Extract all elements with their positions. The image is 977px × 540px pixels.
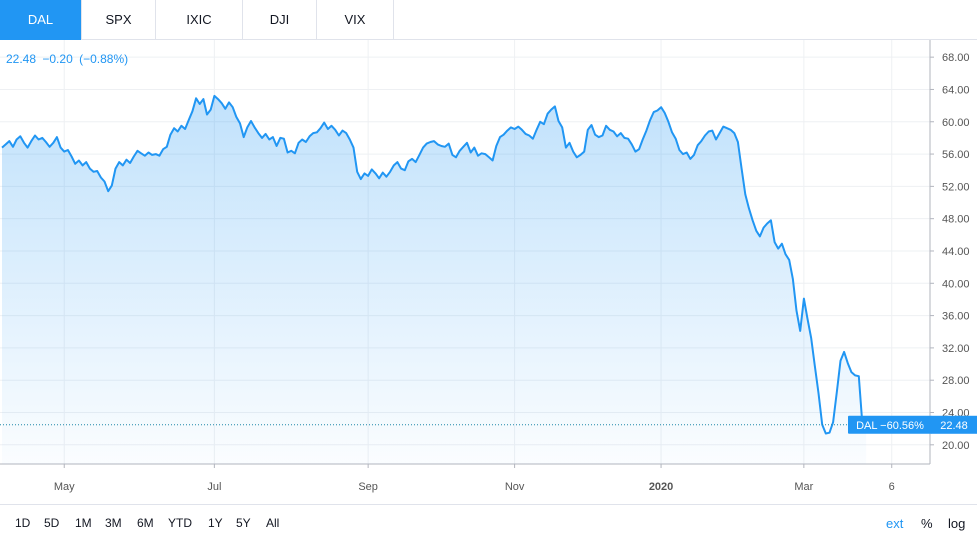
price-area — [2, 95, 867, 465]
range-5d-button[interactable]: 5D — [44, 516, 60, 530]
price-chart[interactable]: 68.00 64.00 60.00 56.00 52.00 48.00 44.00 40.00… — [0, 40, 977, 504]
range-1y-button[interactable]: 1Y — [208, 516, 223, 530]
legend-last-price: 22.48 — [6, 52, 37, 66]
tab-dji[interactable]: DJI — [243, 0, 317, 40]
series-label-tag — [848, 415, 932, 434]
x-tick-label: Mar — [794, 481, 813, 493]
tab-ixic[interactable]: IXIC — [156, 0, 243, 40]
y-tick-label: 32.00 — [942, 343, 970, 355]
ext-toggle[interactable]: ext — [886, 516, 904, 531]
range-all-button[interactable]: All — [266, 516, 280, 530]
range-1m-button[interactable]: 1M — [75, 516, 92, 530]
x-tick-label: 2020 — [649, 481, 673, 493]
y-tick-label: 56.00 — [942, 149, 970, 161]
log-toggle[interactable]: log — [948, 516, 966, 531]
y-tick-label: 44.00 — [942, 246, 970, 258]
series-label-text: DAL −60.56% — [856, 420, 924, 432]
range-6m-button[interactable]: 6M — [137, 516, 154, 530]
y-tick-label: 52.00 — [942, 181, 970, 193]
price-scale-tag-text: 22.48 — [940, 420, 968, 432]
tab-spx[interactable]: SPX — [82, 0, 156, 40]
x-tick-label: Jul — [207, 481, 221, 493]
tab-vix[interactable]: VIX — [317, 0, 394, 40]
percent-toggle[interactable]: % — [921, 516, 933, 531]
y-tick-label: 48.00 — [942, 214, 970, 226]
x-tick-label: Nov — [505, 481, 525, 493]
range-3m-button[interactable]: 3M — [105, 516, 122, 530]
range-1d-button[interactable]: 1D — [15, 516, 31, 530]
x-tick-label: Sep — [358, 481, 378, 493]
legend-change: −0.20 — [42, 52, 73, 66]
y-tick-label: 60.00 — [942, 117, 970, 129]
price-line — [1, 94, 867, 435]
legend-change-pct: (−0.88%) — [79, 52, 129, 66]
y-tick-label: 64.00 — [942, 84, 970, 96]
y-tick-label: 36.00 — [942, 311, 970, 323]
range-ytd-button[interactable]: YTD — [168, 516, 192, 530]
symbol-tabs: DAL SPX IXIC DJI VIX — [0, 0, 977, 40]
tab-dal[interactable]: DAL — [0, 0, 82, 40]
range-5y-button[interactable]: 5Y — [236, 516, 251, 530]
price-scale-tag — [931, 415, 977, 434]
range-toolbar: 1D 5D 1M 3M 6M YTD 1Y 5Y All ext % log — [0, 504, 977, 540]
price-legend: 22.48 −0.20 (−0.88%) — [6, 52, 131, 66]
y-tick-label: 20.00 — [942, 440, 970, 452]
x-tick-label: May — [54, 481, 75, 493]
y-tick-label: 28.00 — [942, 375, 970, 387]
y-tick-label: 68.00 — [942, 52, 970, 64]
y-tick-label: 40.00 — [942, 278, 970, 290]
x-tick-label: 6 — [889, 481, 895, 493]
